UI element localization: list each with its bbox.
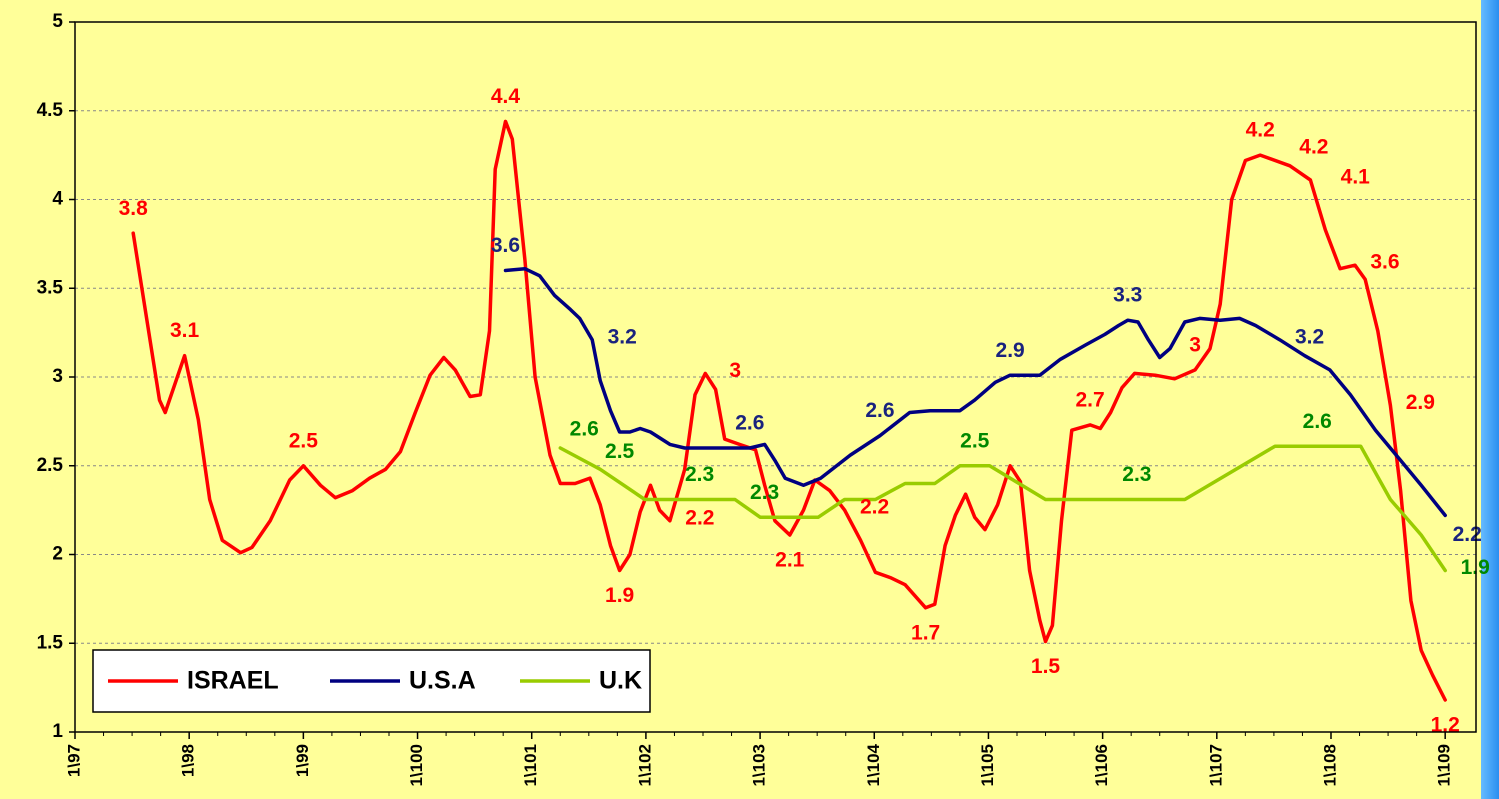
data-label: 4.2 [1299, 135, 1328, 158]
x-tick-label: 1\109 [1435, 744, 1454, 787]
data-label: 4.4 [491, 85, 521, 108]
y-tick-label: 2 [52, 544, 63, 565]
data-label: 3.6 [1370, 251, 1399, 274]
lines [131, 119, 1447, 702]
series-line [558, 444, 1447, 573]
data-label: 2.3 [685, 463, 714, 486]
y-tick-label: 1 [52, 721, 63, 742]
x-tick-label: 1\106 [1092, 744, 1111, 787]
data-label: 3.8 [119, 197, 149, 220]
y-tick-label: 5 [52, 11, 63, 32]
legend-label: U.K [599, 667, 642, 695]
data-label: 2.6 [735, 412, 764, 435]
data-label: 3.2 [1295, 325, 1324, 348]
data-label: 4.2 [1246, 119, 1275, 142]
y-tick-label: 3.5 [37, 277, 64, 298]
data-label: 3 [1189, 333, 1201, 356]
labels: 3.8 3.1 2.5 4.4 1.9 3 2.2 2.1 2.2 1.7 1.5 2.7 3 4.2 4.… [119, 85, 1490, 737]
data-label: 2.5 [289, 429, 319, 452]
data-label: 3.1 [170, 319, 200, 342]
data-label: 2.1 [775, 549, 805, 572]
y-tick-label: 4 [52, 189, 63, 210]
legend: ISRAEL U.S.A U.K [92, 649, 651, 713]
data-label: 2.2 [685, 506, 714, 529]
data-label: 1.2 [1431, 714, 1460, 737]
data-label: 1.5 [1031, 655, 1061, 678]
data-label: 2.6 [1303, 410, 1332, 433]
x-tick-label: 1\97 [64, 744, 83, 777]
x-tick-label: 1\108 [1320, 744, 1339, 787]
data-label: 2.6 [865, 399, 894, 422]
data-label: 2.3 [750, 481, 779, 504]
axes: 1 1.5 2 2.5 3 3.5 4 4.5 5 1\97 1\98 1\99 1\100 1\101 1… [37, 11, 1477, 787]
x-tick-label: 1\99 [293, 744, 312, 777]
x-tick-label: 1\101 [521, 744, 540, 787]
data-label: 4.1 [1341, 166, 1371, 189]
x-tick-label: 1\103 [750, 744, 769, 787]
series-line [503, 266, 1447, 518]
x-tick-label: 1\102 [635, 744, 654, 787]
data-label: 2.2 [1453, 523, 1482, 546]
data-label: 2.5 [605, 440, 635, 463]
data-label: 3.3 [1113, 284, 1142, 307]
legend-label: ISRAEL [187, 667, 279, 695]
series-line [131, 119, 1447, 702]
data-label: 2.7 [1075, 388, 1104, 411]
data-label: 2.6 [570, 418, 599, 441]
data-label: 1.9 [1461, 556, 1490, 579]
data-label: 2.9 [1406, 391, 1435, 414]
data-label: 2.9 [996, 339, 1025, 362]
data-label: 1.9 [605, 584, 634, 607]
x-tick-label: 1\100 [407, 744, 426, 787]
edge-strip [1481, 0, 1499, 799]
x-tick-label: 1\107 [1206, 744, 1225, 787]
legend-label: U.S.A [409, 667, 476, 695]
data-label: 2.3 [1122, 463, 1151, 486]
x-tick-label: 1\105 [978, 744, 997, 787]
y-tick-label: 1.5 [37, 632, 64, 653]
data-label: 1.7 [911, 621, 940, 644]
x-tick-label: 1\98 [179, 744, 198, 777]
data-label: 3.6 [491, 234, 520, 257]
data-label: 3.2 [608, 325, 637, 348]
data-label: 3 [729, 359, 741, 382]
data-label: 2.2 [860, 496, 889, 519]
y-tick-label: 2.5 [37, 455, 64, 476]
y-tick-label: 4.5 [37, 100, 64, 121]
data-label: 2.5 [960, 429, 990, 452]
x-tick-label: 1\104 [864, 743, 883, 786]
y-tick-label: 3 [52, 366, 63, 387]
